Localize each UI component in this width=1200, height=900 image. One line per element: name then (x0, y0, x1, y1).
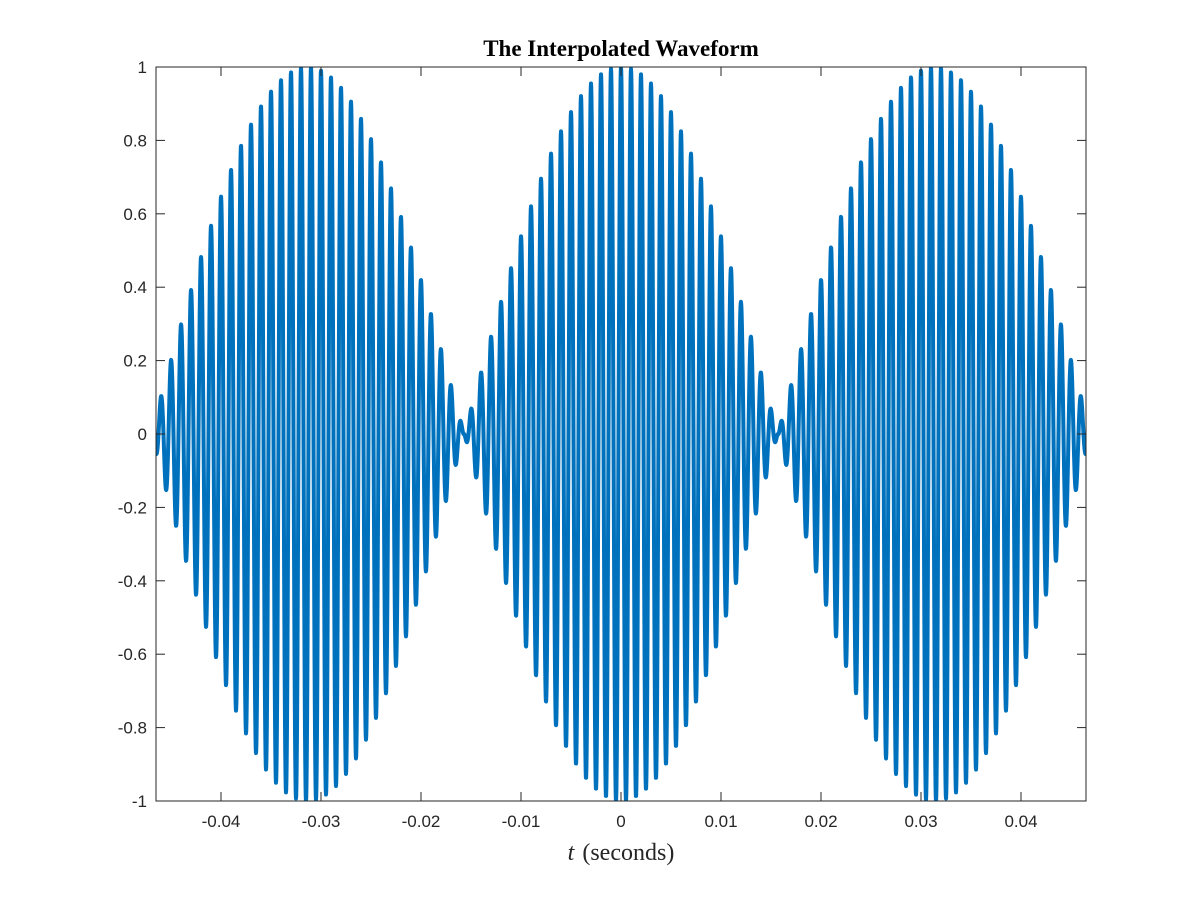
y-tick-label-9: -0.8 (118, 719, 147, 738)
x-tick-label-3: -0.01 (502, 812, 541, 831)
plot-area: -0.04 -0.03 -0.02 -0.01 0 0.01 0.02 0.03 0.04 1 0… (118, 58, 1087, 831)
x-tick-label-7: 0.03 (904, 812, 937, 831)
x-tick-label-2: -0.02 (402, 812, 441, 831)
y-tick-label-7: -0.4 (118, 572, 147, 591)
y-tick-label-8: -0.6 (118, 645, 147, 664)
y-tick-label-4: 0.2 (123, 352, 147, 371)
y-tick-label-3: 0.4 (123, 278, 147, 297)
x-axis-ticks: -0.04 -0.03 -0.02 -0.01 0 0.01 0.02 0.03 0.04 (202, 67, 1038, 831)
x-tick-label-1: -0.03 (302, 812, 341, 831)
y-tick-label-6: -0.2 (118, 498, 147, 517)
x-tick-label-0: -0.04 (202, 812, 241, 831)
x-axis-label: t (seconds) (568, 840, 675, 866)
x-tick-label-4: 0 (616, 812, 625, 831)
y-axis-ticks: 1 0.8 0.6 0.4 0.2 0 -0.2 -0.4 -0.6 -0.8 -1 (118, 58, 1086, 811)
x-tick-label-8: 0.04 (1004, 812, 1037, 831)
x-axis-label-unit: (seconds) (582, 840, 674, 866)
x-axis-label-variable: t (568, 840, 576, 866)
x-tick-label-5: 0.01 (704, 812, 737, 831)
y-tick-label-10: -1 (132, 792, 147, 811)
chart-title: The Interpolated Waveform (483, 36, 759, 61)
y-tick-label-1: 0.8 (123, 131, 147, 150)
y-tick-label-5: 0 (138, 425, 147, 444)
waveform-series-line (156, 67, 1086, 801)
x-tick-label-6: 0.02 (804, 812, 837, 831)
y-tick-label-0: 1 (138, 58, 147, 77)
y-tick-label-2: 0.6 (123, 205, 147, 224)
